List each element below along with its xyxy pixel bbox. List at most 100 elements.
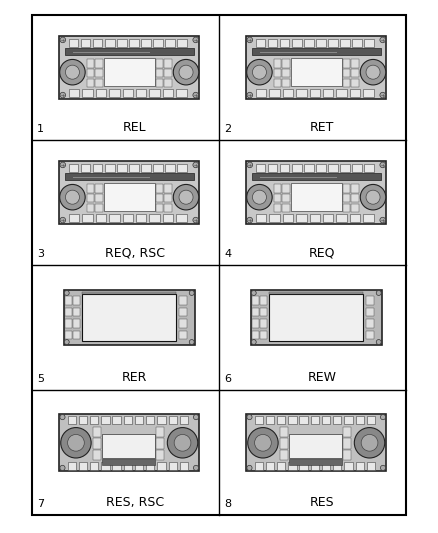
Bar: [282, 204, 290, 212]
Circle shape: [254, 434, 271, 451]
Bar: [252, 319, 259, 328]
Bar: [351, 69, 359, 77]
Circle shape: [380, 92, 385, 98]
Bar: [96, 89, 106, 97]
Circle shape: [381, 465, 385, 471]
Bar: [246, 36, 386, 99]
Bar: [274, 78, 281, 87]
Bar: [69, 39, 78, 47]
Bar: [350, 214, 360, 222]
Bar: [311, 462, 319, 470]
Bar: [310, 214, 320, 222]
Bar: [87, 60, 94, 68]
Circle shape: [173, 60, 199, 85]
Bar: [87, 204, 94, 212]
Bar: [113, 416, 121, 424]
Bar: [246, 161, 386, 224]
Bar: [93, 39, 102, 47]
Bar: [180, 462, 188, 470]
Bar: [340, 164, 350, 172]
Circle shape: [67, 434, 84, 451]
Circle shape: [167, 427, 198, 458]
Bar: [269, 89, 280, 97]
Circle shape: [366, 65, 380, 79]
Text: REQ, RSC: REQ, RSC: [105, 246, 165, 259]
Bar: [156, 194, 163, 203]
Bar: [268, 39, 277, 47]
Bar: [87, 184, 94, 193]
Bar: [260, 308, 267, 316]
Bar: [59, 161, 199, 224]
Bar: [32, 15, 406, 515]
Circle shape: [247, 162, 253, 168]
Bar: [149, 89, 160, 97]
Circle shape: [193, 92, 198, 98]
Bar: [269, 292, 364, 294]
Bar: [79, 462, 87, 470]
Bar: [260, 296, 267, 304]
Text: 5: 5: [37, 374, 44, 384]
Bar: [153, 39, 163, 47]
Bar: [283, 214, 293, 222]
Circle shape: [60, 415, 65, 419]
Bar: [256, 214, 266, 222]
Bar: [166, 164, 175, 172]
Bar: [117, 39, 127, 47]
Bar: [95, 69, 103, 77]
Bar: [296, 89, 307, 97]
Circle shape: [179, 65, 193, 79]
Circle shape: [251, 290, 256, 295]
Bar: [356, 462, 364, 470]
Circle shape: [247, 415, 252, 419]
Circle shape: [247, 465, 252, 471]
Bar: [282, 184, 290, 193]
Bar: [252, 296, 259, 304]
Bar: [343, 450, 351, 460]
Bar: [260, 331, 267, 339]
Circle shape: [174, 434, 191, 451]
Bar: [283, 89, 293, 97]
Bar: [363, 89, 374, 97]
Bar: [296, 214, 307, 222]
Bar: [252, 173, 381, 180]
Bar: [117, 164, 127, 172]
Circle shape: [360, 60, 386, 85]
Bar: [113, 462, 121, 470]
Bar: [351, 78, 359, 87]
Bar: [93, 164, 102, 172]
Bar: [95, 204, 103, 212]
Bar: [343, 184, 350, 193]
Bar: [67, 462, 76, 470]
Text: RES, RSC: RES, RSC: [106, 496, 164, 509]
Bar: [136, 89, 146, 97]
Bar: [135, 462, 143, 470]
Bar: [280, 39, 290, 47]
Bar: [292, 164, 301, 172]
Circle shape: [60, 217, 66, 223]
Circle shape: [381, 415, 385, 419]
Bar: [79, 416, 87, 424]
Text: RES: RES: [310, 496, 334, 509]
Text: 1: 1: [37, 124, 44, 134]
Bar: [141, 164, 151, 172]
Bar: [87, 194, 94, 203]
Bar: [277, 462, 286, 470]
Bar: [260, 52, 337, 53]
Bar: [336, 89, 347, 97]
Bar: [323, 214, 333, 222]
Circle shape: [65, 190, 79, 204]
Bar: [316, 39, 325, 47]
Bar: [343, 439, 351, 449]
Bar: [353, 164, 362, 172]
Circle shape: [173, 184, 199, 210]
Bar: [81, 164, 90, 172]
Circle shape: [64, 290, 69, 295]
Bar: [69, 164, 78, 172]
Bar: [169, 416, 177, 424]
Bar: [176, 214, 187, 222]
Bar: [322, 462, 330, 470]
Circle shape: [189, 340, 194, 344]
Text: 3: 3: [37, 249, 44, 259]
Bar: [366, 319, 374, 328]
Bar: [353, 39, 362, 47]
